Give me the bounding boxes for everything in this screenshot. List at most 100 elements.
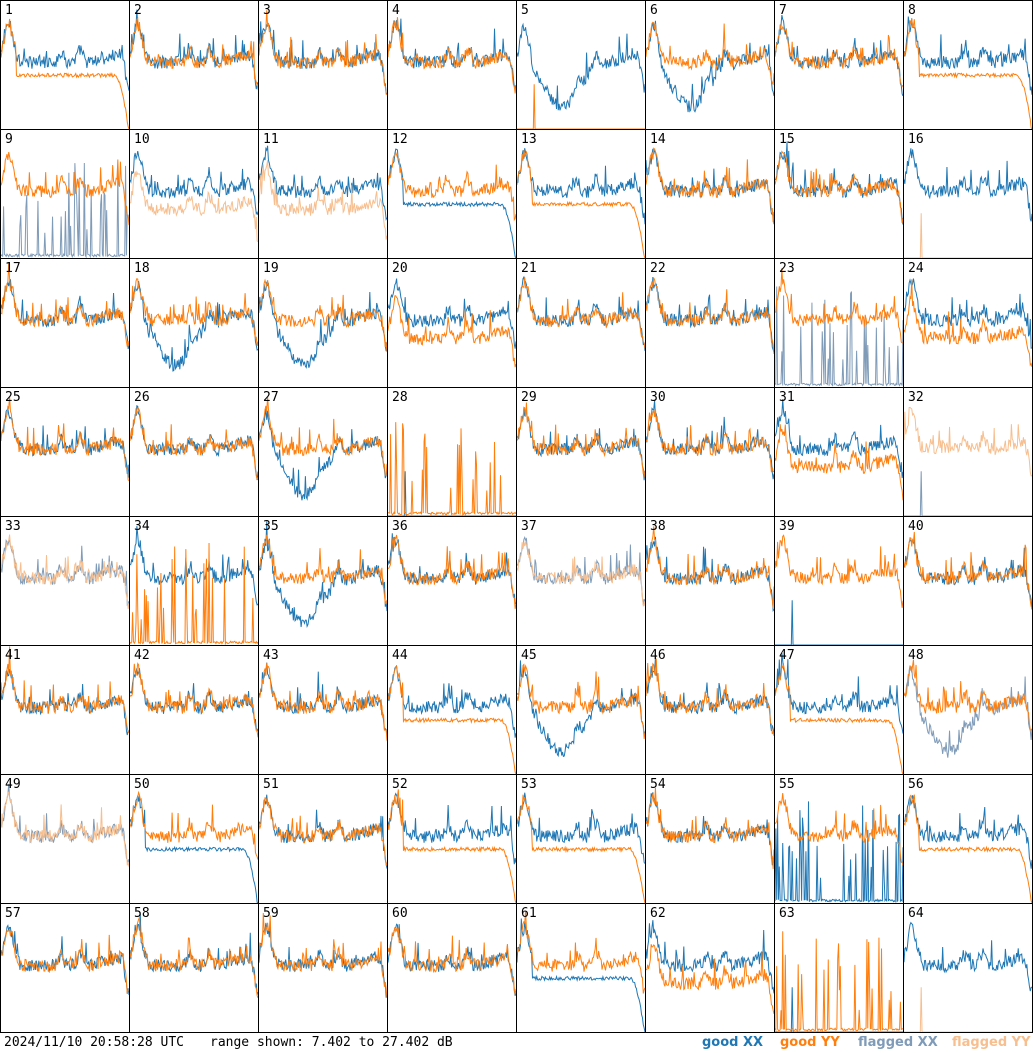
yy-series-line — [775, 931, 903, 1030]
yy-series-line — [517, 150, 645, 258]
xx-series-line — [904, 665, 1032, 757]
xx-series-line — [130, 151, 258, 215]
xx-series-line — [775, 987, 903, 1032]
panel-number: 33 — [5, 519, 21, 534]
panel-44: 44 — [387, 645, 516, 774]
panel-number: 16 — [908, 132, 924, 147]
panel-6: 6 — [645, 0, 774, 129]
panel-number: 2 — [134, 3, 142, 18]
yy-series-line — [904, 660, 1032, 730]
spectrum-plot — [1, 130, 129, 258]
spectrum-plot — [904, 130, 1032, 258]
yy-series-line — [775, 793, 903, 865]
yy-series-line — [646, 22, 774, 84]
xx-series-line — [775, 287, 903, 386]
yy-series-line — [130, 279, 258, 346]
panel-number: 17 — [5, 261, 21, 276]
yy-series-line — [517, 403, 645, 478]
panel-number: 59 — [263, 906, 279, 921]
yy-series-line — [646, 409, 774, 472]
xx-series-line — [904, 17, 1032, 95]
panel-9: 9 — [0, 129, 129, 258]
panel-number: 11 — [263, 132, 279, 147]
yy-series-line — [1, 930, 129, 994]
yy-series-line — [646, 944, 774, 1014]
spectrum-plot — [517, 904, 645, 1032]
panel-1: 1 — [0, 0, 129, 129]
panel-number: 13 — [521, 132, 537, 147]
spectrum-plot — [259, 388, 387, 516]
xx-series-line — [130, 281, 258, 371]
xx-series-line — [904, 148, 1032, 221]
footer: 2024/11/10 20:58:28 UTC range shown: 7.4… — [0, 1033, 1033, 1053]
xx-series-line — [259, 409, 387, 500]
panel-39: 39 — [774, 516, 903, 645]
panel-19: 19 — [258, 258, 387, 387]
panel-number: 19 — [263, 261, 279, 276]
spectrum-plot — [388, 388, 516, 516]
panel-number: 48 — [908, 648, 924, 663]
spectrum-plot — [646, 1, 774, 129]
yy-series-line — [130, 172, 258, 242]
spectrum-plot — [259, 775, 387, 903]
spectrum-plot — [130, 517, 258, 645]
yy-series-line — [646, 526, 774, 607]
spectrum-plot — [646, 646, 774, 774]
spectrum-plot — [904, 904, 1032, 1032]
spectrum-plot — [517, 775, 645, 903]
panel-number: 55 — [779, 777, 795, 792]
xx-series-line — [130, 668, 258, 731]
xx-series-line — [130, 526, 258, 605]
yy-series-line — [1, 152, 129, 225]
spectrum-plot — [904, 646, 1032, 774]
spectrum-plot — [130, 904, 258, 1032]
panel-63: 63 — [774, 903, 903, 1032]
xx-series-line — [388, 924, 516, 996]
spectrum-plot — [259, 517, 387, 645]
yy-series-line — [1, 19, 129, 129]
yy-series-line — [130, 18, 258, 89]
xx-series-line — [130, 795, 258, 903]
xx-series-line — [646, 920, 774, 993]
panel-51: 51 — [258, 774, 387, 903]
panel-15: 15 — [774, 129, 903, 258]
yy-series-line — [775, 268, 903, 343]
panel-number: 4 — [392, 3, 400, 18]
legend-flagged-xx: flagged XX — [858, 1035, 938, 1050]
xx-series-line — [1, 21, 129, 91]
xx-series-line — [517, 537, 645, 605]
panel-number: 64 — [908, 906, 924, 921]
panel-number: 41 — [5, 648, 21, 663]
yy-series-line — [775, 535, 903, 607]
panel-number: 61 — [521, 906, 537, 921]
panel-43: 43 — [258, 645, 387, 774]
xx-series-line — [388, 666, 516, 738]
spectrum-plot — [130, 259, 258, 387]
yy-series-line — [517, 795, 645, 903]
panel-number: 5 — [521, 3, 529, 18]
panel-number: 58 — [134, 906, 150, 921]
xx-series-line — [259, 795, 387, 869]
panel-number: 51 — [263, 777, 279, 792]
spectrum-plot — [775, 646, 903, 774]
spectrum-plot — [646, 388, 774, 516]
panel-number: 3 — [263, 3, 271, 18]
panel-34: 34 — [129, 516, 258, 645]
yy-series-line — [1, 397, 129, 481]
xx-series-line — [775, 142, 903, 225]
xx-series-line — [130, 914, 258, 994]
spectrum-plot — [775, 259, 903, 387]
spectrum-plot — [130, 388, 258, 516]
panel-number: 23 — [779, 261, 795, 276]
timestamp: 2024/11/10 20:58:28 UTC — [4, 1035, 185, 1050]
panel-number: 8 — [908, 3, 916, 18]
panel-number: 34 — [134, 519, 150, 534]
panel-number: 12 — [392, 132, 408, 147]
panel-number: 45 — [521, 648, 537, 663]
panel-30: 30 — [645, 387, 774, 516]
yy-series-line — [904, 987, 1032, 1032]
xx-series-line — [388, 533, 516, 604]
yy-series-line — [646, 148, 774, 222]
yy-series-line — [904, 279, 1032, 367]
spectrum-plot — [1, 646, 129, 774]
